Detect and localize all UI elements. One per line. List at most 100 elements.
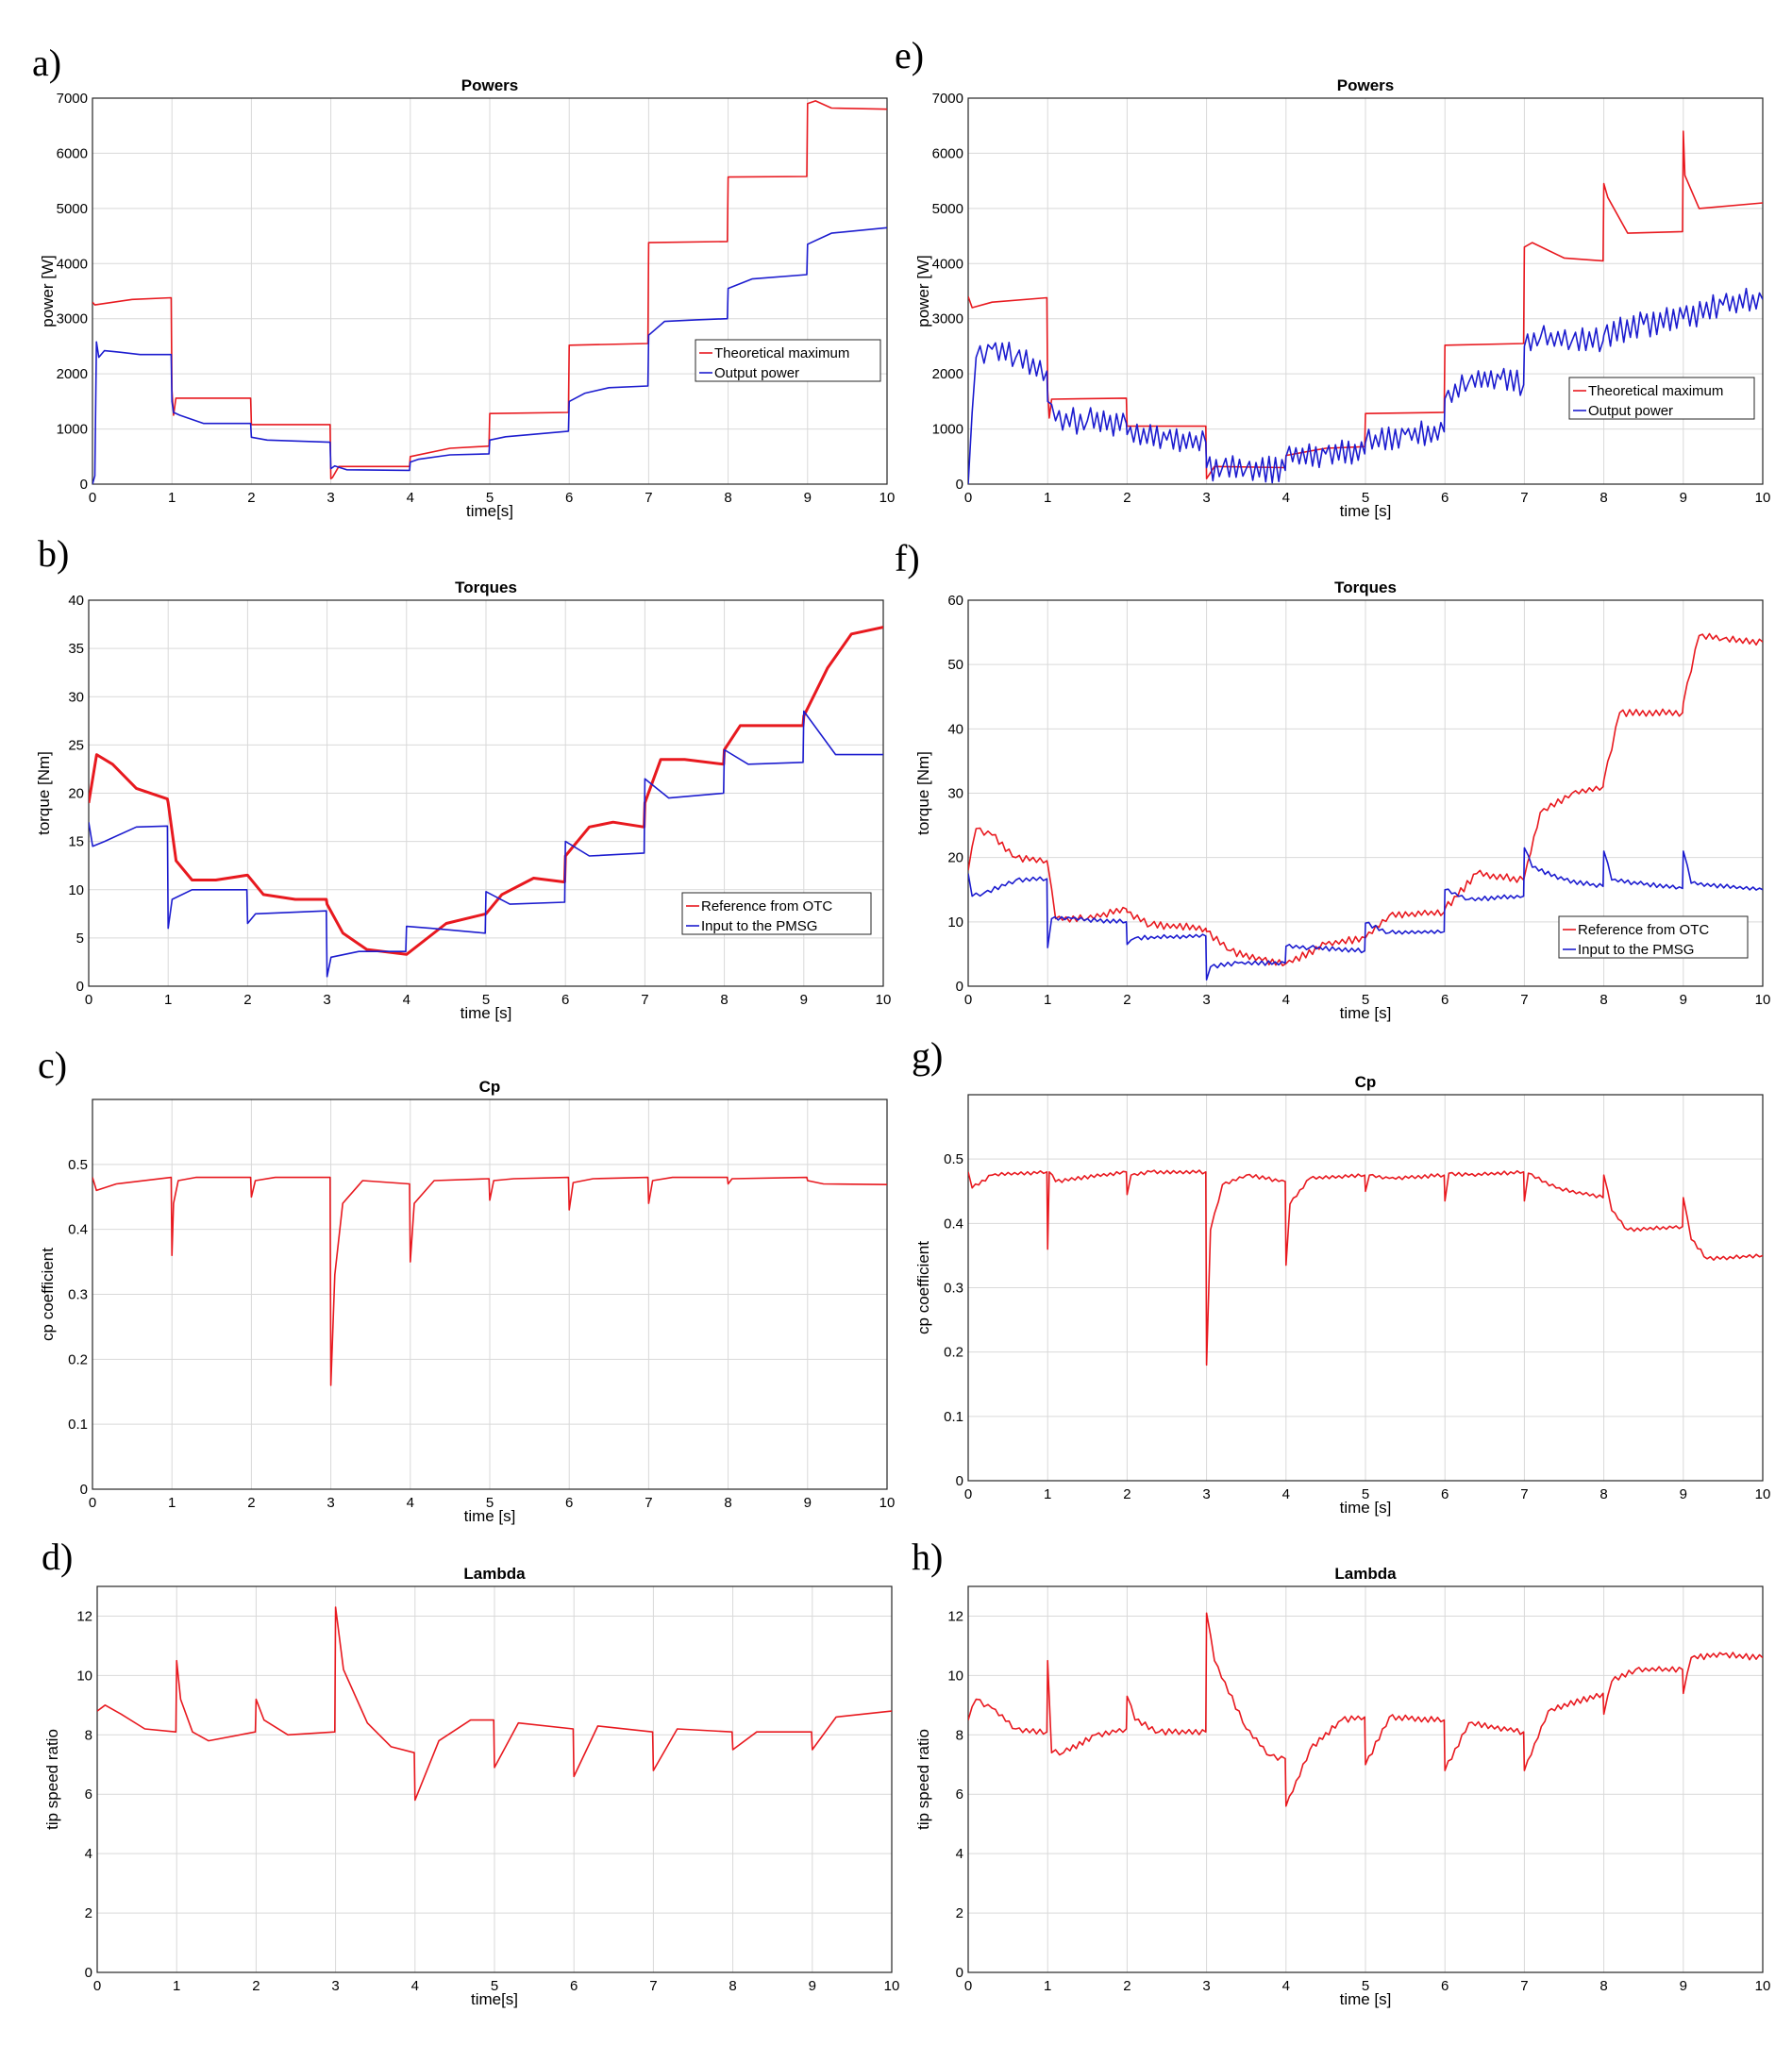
x-tick-label: 5 — [486, 490, 494, 506]
x-tick-label: 3 — [327, 1495, 334, 1511]
y-tick-label: 3000 — [932, 311, 963, 327]
chart-title: Torques — [455, 579, 517, 596]
x-tick-label: 0 — [85, 992, 92, 1008]
y-tick-label: 0.5 — [68, 1157, 88, 1173]
y-tick-label: 15 — [68, 834, 84, 850]
y-tick-label: 10 — [76, 1668, 92, 1684]
y-tick-label: 3000 — [57, 311, 88, 327]
x-tick-label: 5 — [491, 1978, 498, 1994]
x-tick-label: 7 — [1520, 490, 1528, 506]
x-tick-label: 6 — [1441, 1978, 1449, 1994]
y-tick-label: 0.5 — [944, 1151, 963, 1167]
y-tick-label: 5 — [76, 931, 84, 947]
x-axis-label: time [s] — [464, 1507, 516, 1525]
panel-label: h) — [912, 1535, 943, 1578]
y-tick-label: 0 — [956, 1473, 963, 1489]
x-tick-label: 9 — [809, 1978, 816, 1994]
panel-label: e) — [895, 34, 924, 76]
plot-frame — [88, 599, 884, 987]
plot-frame — [967, 1585, 1764, 1973]
x-tick-label: 8 — [724, 1495, 731, 1511]
legend-box — [1568, 377, 1755, 420]
series-line-red — [92, 1176, 887, 1386]
x-axis-label: time [s] — [461, 1004, 512, 1022]
x-tick-label: 4 — [1282, 1978, 1290, 1994]
y-tick-label: 10 — [68, 882, 84, 898]
x-tick-label: 7 — [1520, 1978, 1528, 1994]
panel-label: g) — [912, 1034, 943, 1077]
plot-frame — [92, 97, 888, 485]
y-tick-label: 0 — [80, 477, 88, 493]
y-tick-label: 1000 — [57, 422, 88, 438]
x-tick-label: 4 — [1282, 490, 1290, 506]
x-tick-label: 5 — [1362, 1486, 1369, 1502]
x-tick-label: 2 — [1123, 1978, 1130, 1994]
x-tick-label: 0 — [964, 992, 972, 1008]
x-tick-label: 3 — [1202, 1978, 1210, 1994]
x-tick-label: 9 — [804, 1495, 812, 1511]
x-tick-label: 2 — [1123, 490, 1130, 506]
x-tick-label: 5 — [1362, 1978, 1369, 1994]
chart-title: Powers — [461, 76, 518, 94]
x-tick-label: 2 — [247, 1495, 255, 1511]
y-tick-label: 60 — [947, 593, 963, 609]
legend-entry: Theoretical maximum — [1588, 383, 1723, 399]
y-tick-label: 7000 — [57, 91, 88, 107]
y-tick-label: 10 — [947, 914, 963, 931]
x-tick-label: 6 — [570, 1978, 578, 1994]
y-axis-label: power [W] — [39, 255, 57, 327]
x-tick-label: 4 — [1282, 992, 1290, 1008]
panel-label: c) — [38, 1044, 67, 1086]
y-tick-label: 0.2 — [944, 1345, 963, 1361]
x-tick-label: 9 — [1680, 490, 1687, 506]
legend-entry: Reference from OTC — [1578, 922, 1709, 938]
series-line-blue — [92, 226, 887, 485]
chart-panel-c: c) 0 1 2 3 4 5 6 7 8 9 10 0 0.1 0.2 0.3 0.4 0.5 Cp time [s]… — [38, 1044, 895, 1525]
x-tick-label: 3 — [1202, 490, 1210, 506]
y-tick-label: 0.4 — [944, 1216, 963, 1232]
x-tick-label: 9 — [1680, 1978, 1687, 1994]
y-tick-label: 1000 — [932, 422, 963, 438]
x-tick-label: 6 — [1441, 1486, 1449, 1502]
x-tick-label: 0 — [964, 1978, 972, 1994]
x-tick-label: 0 — [89, 490, 96, 506]
plot-frame — [967, 97, 1764, 485]
y-tick-label: 6 — [85, 1786, 92, 1803]
x-tick-label: 8 — [1599, 992, 1607, 1008]
x-tick-label: 9 — [1680, 992, 1687, 1008]
x-tick-label: 10 — [1755, 1978, 1771, 1994]
chart-panel-d: d)0 1 2 3 4 5 6 7 8 9 10024681012Lambdatime[s]tip … — [42, 1535, 899, 2008]
y-tick-label: 6 — [956, 1786, 963, 1803]
y-tick-label: 2000 — [932, 366, 963, 382]
y-tick-label: 0.1 — [944, 1409, 963, 1425]
x-axis-label: time [s] — [1340, 1004, 1392, 1022]
y-tick-label: 0 — [80, 1482, 88, 1498]
y-tick-label: 25 — [68, 737, 84, 753]
y-tick-label: 0.4 — [68, 1222, 88, 1238]
chart-panel-b: b) 0 1 2 3 4 5 6 7 8 9 10 0 5 10 15 20 25 30 35 40 Torques tim… — [35, 532, 891, 1022]
y-tick-label: 20 — [947, 850, 963, 866]
x-tick-label: 0 — [964, 1486, 972, 1502]
y-tick-label: 35 — [68, 641, 84, 657]
legend-entry: Output power — [714, 365, 799, 381]
legend-entry: Theoretical maximum — [714, 345, 849, 361]
x-tick-label: 3 — [331, 1978, 339, 1994]
y-tick-label: 30 — [947, 786, 963, 802]
y-axis-label: cp coefficient — [39, 1248, 57, 1341]
y-tick-label: 5000 — [57, 201, 88, 217]
y-tick-label: 12 — [947, 1608, 963, 1624]
y-axis-label: cp coefficient — [914, 1241, 932, 1334]
x-tick-label: 1 — [164, 992, 172, 1008]
panel-label: b) — [38, 532, 69, 575]
x-tick-label: 0 — [964, 490, 972, 506]
plot-frame — [967, 599, 1764, 987]
y-axis-label: tip speed ratio — [43, 1729, 61, 1830]
legend: Theoretical maximum Output power — [695, 339, 881, 382]
x-tick-label: 9 — [804, 490, 812, 506]
chart-title: Torques — [1334, 579, 1397, 596]
y-tick-label: 0 — [76, 979, 84, 995]
y-tick-label: 10 — [947, 1668, 963, 1684]
y-tick-label: 6000 — [57, 145, 88, 161]
x-tick-label: 6 — [565, 1495, 573, 1511]
